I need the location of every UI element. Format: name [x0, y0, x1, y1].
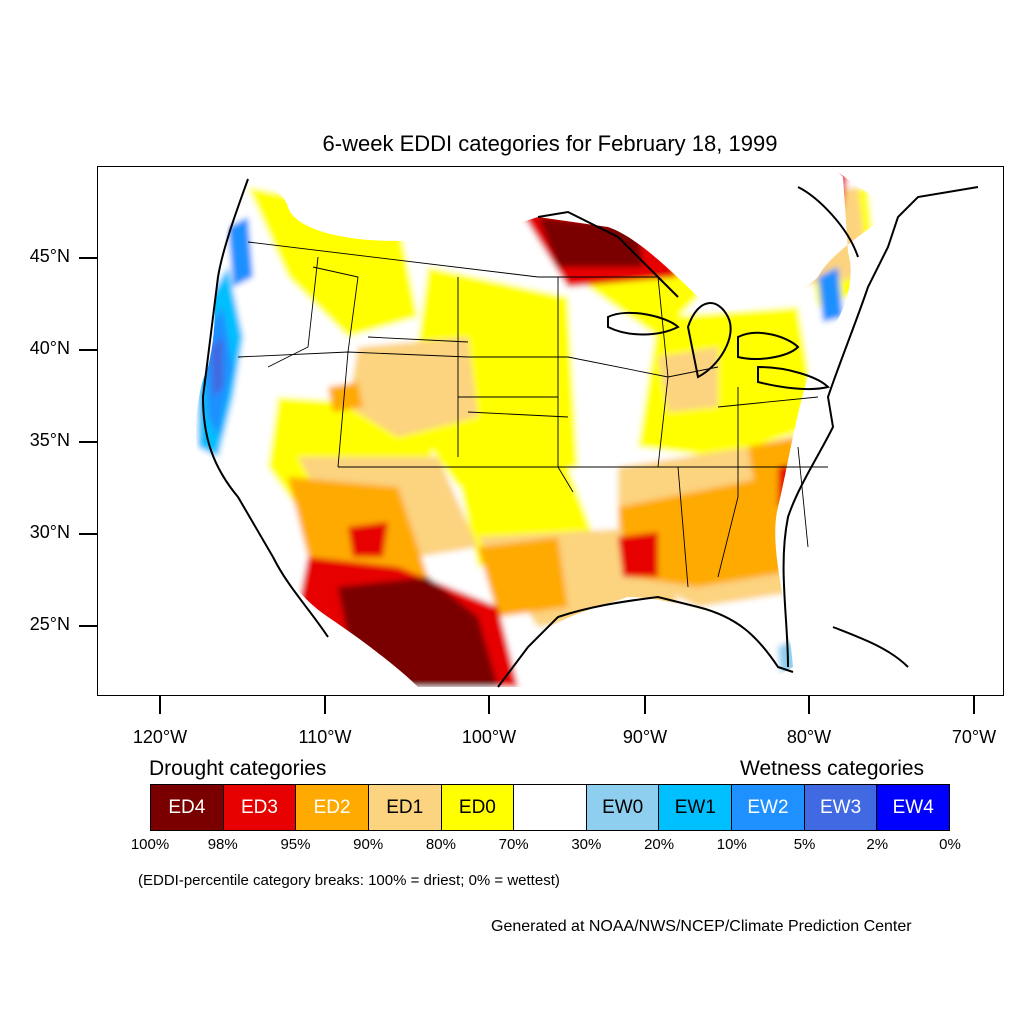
- breaks-note: (EDDI-percentile category breaks: 100% =…: [138, 872, 560, 889]
- legend-colorbar: ED4 ED3 ED2 ED1 ED0 EW0 EW1 EW2 EW3 EW4: [150, 784, 950, 831]
- map-title: 6-week EDDI categories for February 18, …: [322, 131, 778, 156]
- percentile-break-label: 90%: [353, 836, 384, 853]
- lon-tick: [324, 696, 326, 714]
- legend-swatch-ew4: EW4: [877, 785, 950, 830]
- percentile-break-label: 80%: [425, 836, 456, 853]
- lat-label-25: 25°N: [29, 614, 70, 634]
- lat-tick: [79, 625, 97, 627]
- percentile-break-label: 2%: [866, 836, 889, 853]
- lat-label-30: 30°N: [29, 522, 70, 542]
- legend-swatch-neutral: [514, 785, 587, 830]
- legend-swatch-ed3: ED3: [223, 785, 297, 830]
- coastlines: [201, 178, 979, 688]
- lat-label-35: 35°N: [29, 430, 70, 450]
- lon-tick: [159, 696, 161, 714]
- legend-swatch-ew1: EW1: [659, 785, 733, 830]
- wetness-categories-heading: Wetness categories: [740, 757, 925, 780]
- lon-label-110w: 110°W: [298, 727, 352, 747]
- lon-tick: [488, 696, 490, 714]
- percentile-break-label: 30%: [571, 836, 602, 853]
- percentile-break-label: 95%: [280, 836, 311, 853]
- lon-tick: [644, 696, 646, 714]
- lon-label-120w: 120°W: [132, 727, 188, 747]
- lat-tick: [79, 533, 97, 535]
- credit-text: Generated at NOAA/NWS/NCEP/Climate Predi…: [491, 918, 912, 935]
- legend-swatch-ew0: EW0: [586, 785, 660, 830]
- lon-tick: [808, 696, 810, 714]
- lon-label-90w: 90°W: [622, 727, 668, 747]
- lat-tick: [79, 441, 97, 443]
- legend-swatch-ew3: EW3: [804, 785, 878, 830]
- legend-swatch-ed1: ED1: [368, 785, 442, 830]
- lon-label-70w: 70°W: [951, 727, 997, 747]
- lon-label-80w: 80°W: [786, 727, 832, 747]
- lon-label-100w: 100°W: [461, 727, 517, 747]
- percentile-break-label: 70%: [498, 836, 529, 853]
- state-boundaries: [237, 241, 828, 588]
- percentile-break-label: 100%: [130, 836, 170, 853]
- legend-swatch-ew2: EW2: [732, 785, 805, 830]
- lon-tick: [973, 696, 975, 714]
- lat-tick: [79, 349, 97, 351]
- legend-swatch-ed2: ED2: [296, 785, 369, 830]
- map-panel: [97, 166, 1004, 696]
- lat-label-45: 45°N: [29, 246, 70, 266]
- legend-swatch-ed0: ED0: [441, 785, 515, 830]
- percentile-break-label: 20%: [644, 836, 675, 853]
- percentile-break-label: 5%: [793, 836, 816, 853]
- drought-categories-heading: Drought categories: [149, 757, 327, 780]
- legend-swatch-ed4: ED4: [151, 785, 224, 830]
- percentile-break-label: 10%: [716, 836, 747, 853]
- eddi-map: [196, 172, 979, 688]
- percentile-break-label: 98%: [207, 836, 238, 853]
- lat-tick: [79, 257, 97, 259]
- percentile-break-label: 0%: [939, 836, 961, 853]
- lat-label-40: 40°N: [29, 338, 70, 358]
